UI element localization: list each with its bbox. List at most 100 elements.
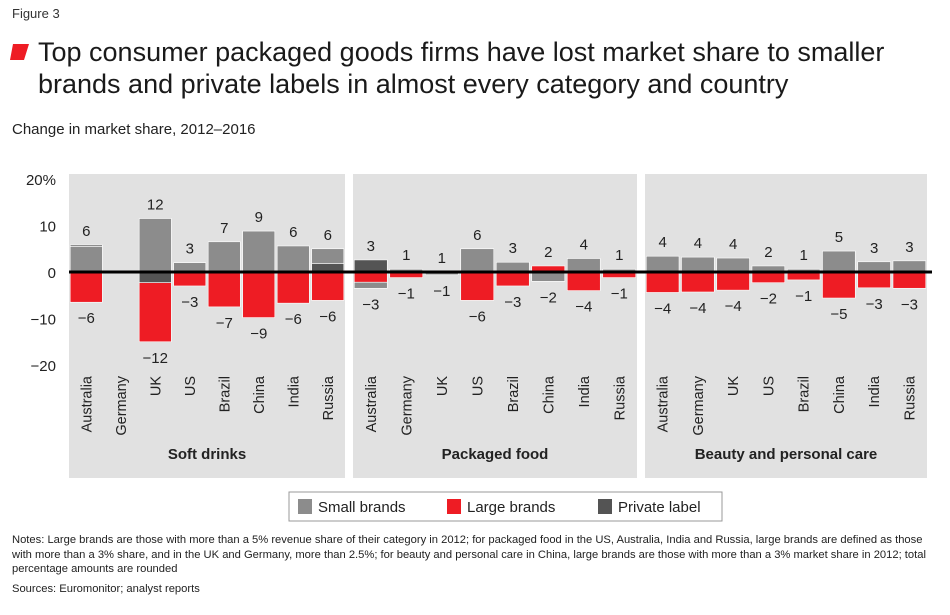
panel-background-2 [353, 174, 637, 478]
bar-large-brands-us [173, 271, 207, 287]
bar-large-brands-china [822, 271, 856, 299]
bar-large-brands-india [276, 271, 310, 304]
category-label: Brazil [506, 376, 522, 412]
panel-title: Beauty and personal care [695, 446, 878, 463]
bar-large-brands-australia [645, 271, 680, 293]
bar-small-brands-india [857, 261, 891, 273]
category-label: India [867, 375, 883, 407]
category-label: UK [148, 376, 164, 396]
category-label: Germany [691, 375, 707, 435]
bar-small-brands-russia [892, 260, 927, 273]
data-label-bottom: −2 [760, 291, 777, 308]
legend-swatch-large-brands [447, 499, 461, 514]
bar-private-label-australia [69, 244, 103, 247]
legend-swatch-private-label [598, 499, 612, 514]
category-label: Russia [612, 375, 628, 420]
chart-subtitle: Change in market share, 2012–2016 [12, 121, 256, 138]
y-tick-label: 10 [39, 219, 56, 236]
bar-small-brands-australia [645, 255, 680, 273]
data-label-top: 9 [255, 209, 263, 226]
data-label-bottom: −6 [78, 310, 95, 327]
legend-label: Large brands [467, 499, 555, 516]
category-label: India [286, 375, 302, 407]
data-label-bottom: −5 [830, 306, 847, 323]
category-label: China [541, 375, 557, 414]
category-label: Australia [79, 375, 95, 432]
data-label-bottom: −12 [143, 350, 168, 367]
chart-title: Top consumer packaged goods firms have l… [38, 37, 885, 99]
data-label-top: 7 [220, 220, 228, 237]
legend-swatch-small-brands [298, 499, 312, 514]
bar-private-label-uk [138, 271, 172, 283]
data-label-bottom: −6 [469, 308, 486, 325]
category-label: India [577, 375, 593, 407]
bar-large-brands-russia [602, 272, 637, 278]
bar-large-brands-us [751, 271, 786, 283]
data-label-top: 1 [402, 247, 410, 264]
bar-large-brands-russia [892, 271, 927, 289]
bar-small-brands-uk [138, 218, 172, 273]
data-label-top: 3 [186, 241, 194, 258]
category-label: Germany [114, 375, 130, 435]
bar-large-brands-us [460, 271, 495, 301]
bar-large-brands-australia [353, 271, 388, 283]
data-label-bottom: −4 [725, 298, 742, 315]
data-label-bottom: −3 [901, 296, 918, 313]
category-label: UK [726, 376, 742, 396]
panel-title: Soft drinks [168, 446, 246, 463]
data-label-top: 6 [473, 227, 481, 244]
bar-large-brands-brazil [495, 271, 530, 287]
bar-small-brands-india [276, 245, 310, 273]
data-label-top: 1 [799, 247, 807, 264]
legend-box [288, 491, 723, 522]
bar-small-brands-china [822, 250, 856, 273]
category-label: US [470, 376, 486, 396]
data-label-top: 4 [729, 236, 737, 253]
data-label-bottom: −3 [181, 294, 198, 311]
category-label: Brazil [797, 376, 813, 412]
category-label: Russia [902, 375, 918, 420]
category-label: Australia [364, 375, 380, 432]
data-label-bottom: −1 [433, 283, 450, 300]
bar-small-brands-brazil [207, 241, 241, 273]
bar-small-brands-china [242, 230, 276, 273]
data-label-bottom: −2 [540, 289, 557, 306]
data-label-top: 1 [615, 247, 623, 264]
data-label-bottom: −3 [504, 294, 521, 311]
category-label: UK [435, 376, 451, 396]
bar-large-brands-uk [716, 271, 750, 291]
data-label-top: 1 [438, 250, 446, 267]
data-label-top: 2 [544, 244, 552, 261]
data-label-top: 5 [835, 229, 843, 246]
data-label-top: 6 [289, 224, 297, 241]
data-label-top: 3 [870, 240, 878, 257]
data-label-top: 4 [658, 234, 666, 251]
panel-title: Packaged food [442, 446, 549, 463]
data-label-top: 4 [580, 237, 588, 254]
bar-small-brands-australia [69, 246, 103, 273]
data-label-bottom: −4 [689, 300, 706, 317]
data-label-top: 3 [367, 238, 375, 255]
data-label-top: 2 [764, 244, 772, 261]
data-label-bottom: −6 [285, 311, 302, 328]
category-label: Brazil [217, 376, 233, 412]
data-label-top: 6 [324, 227, 332, 244]
bar-large-brands-india [566, 271, 601, 291]
bar-small-brands-uk [716, 257, 750, 273]
bar-small-brands-germany [681, 256, 715, 273]
data-label-bottom: −1 [795, 288, 812, 305]
bar-small-brands-india [566, 258, 601, 273]
data-label-bottom: −1 [611, 286, 628, 303]
bar-large-brands-brazil [207, 271, 241, 308]
legend-label: Private label [618, 499, 701, 516]
data-label-top: 4 [694, 235, 702, 252]
bar-large-brands-germany [681, 271, 715, 293]
chart-sources: Sources: Euromonitor; analyst reports [12, 583, 200, 595]
y-tick-label: 0 [48, 265, 56, 282]
bar-small-brands-australia [353, 281, 388, 289]
y-tick-label: −10 [31, 312, 56, 329]
data-label-top: 12 [147, 197, 164, 214]
panel-background-1 [69, 174, 345, 478]
bar-large-brands-india [857, 271, 891, 289]
